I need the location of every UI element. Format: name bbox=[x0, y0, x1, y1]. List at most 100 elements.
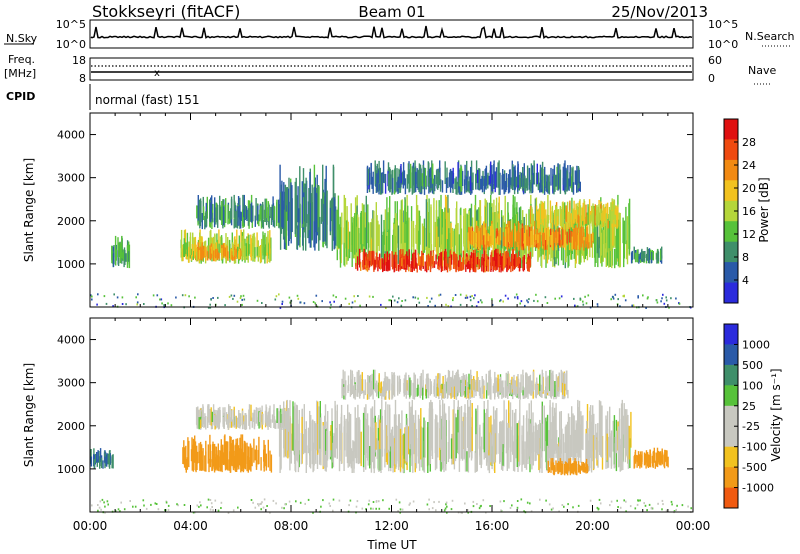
range-gate-cell bbox=[227, 419, 229, 428]
range-gate-cell bbox=[439, 206, 442, 258]
range-gate-cell bbox=[625, 206, 627, 245]
range-gate-cell bbox=[400, 164, 402, 184]
range-gate-cell bbox=[372, 210, 374, 262]
range-gate-cell bbox=[433, 178, 435, 195]
scatter-cell bbox=[157, 508, 160, 511]
range-gate-cell bbox=[499, 378, 502, 392]
range-gate-cell bbox=[470, 160, 473, 184]
scatter-cell bbox=[355, 505, 358, 508]
range-gate-cell bbox=[566, 445, 569, 470]
range-gate-cell bbox=[540, 235, 542, 257]
range-gate-cell bbox=[646, 253, 648, 261]
scatter-cell bbox=[452, 299, 454, 302]
range-gate-cell bbox=[547, 226, 549, 245]
range-gate-cell bbox=[127, 251, 130, 262]
range-gate-cell bbox=[651, 455, 654, 464]
range-gate-cell bbox=[458, 261, 461, 268]
range-gate-cell bbox=[649, 249, 652, 260]
scatter-cell bbox=[526, 501, 529, 504]
colorbar-tick-label: 24 bbox=[742, 159, 756, 172]
range-gate-cell bbox=[395, 213, 397, 252]
range-gate-cell bbox=[357, 385, 359, 397]
range-gate-cell bbox=[472, 379, 474, 391]
range-gate-cell bbox=[250, 238, 252, 261]
scatter-cell bbox=[220, 501, 223, 504]
noise-left-tick-top: 10^5 bbox=[56, 18, 86, 31]
range-gate-cell bbox=[106, 453, 108, 464]
range-gate-cell bbox=[423, 218, 426, 253]
range-gate-cell bbox=[601, 405, 603, 458]
scatter-cell bbox=[670, 500, 673, 503]
range-gate-cell bbox=[371, 251, 373, 267]
scatter-cell bbox=[338, 499, 341, 502]
range-gate-cell bbox=[517, 257, 519, 267]
scatter-cell bbox=[344, 297, 347, 300]
range-gate-cell bbox=[401, 410, 403, 456]
range-gate-cell bbox=[186, 457, 189, 470]
range-gate-cell bbox=[453, 386, 456, 400]
scatter-cell bbox=[252, 501, 254, 504]
range-gate-cell bbox=[547, 215, 550, 224]
range-gate-cell bbox=[453, 433, 456, 470]
range-gate-cell bbox=[408, 176, 410, 193]
range-gate-cell bbox=[602, 205, 604, 228]
range-gate-cell bbox=[475, 449, 478, 472]
range-gate-cell bbox=[665, 451, 668, 462]
range-gate-cell bbox=[285, 410, 287, 458]
scatter-cell bbox=[491, 303, 494, 306]
range-gate-cell bbox=[495, 380, 498, 391]
range-gate-cell bbox=[606, 247, 609, 266]
range-gate-cell bbox=[542, 373, 544, 393]
scatter-cell bbox=[625, 500, 627, 503]
range-gate-cell bbox=[410, 380, 412, 396]
range-gate-cell bbox=[549, 370, 551, 391]
range-gate-cell bbox=[581, 236, 583, 248]
range-gate-cell bbox=[562, 433, 565, 464]
scatter-cell bbox=[106, 500, 109, 503]
range-gate-cell bbox=[558, 387, 560, 397]
range-gate-cell bbox=[294, 408, 296, 463]
range-gate-cell bbox=[308, 188, 310, 231]
scatter-cell bbox=[539, 498, 541, 501]
range-gate-cell bbox=[614, 248, 616, 269]
range-gate-cell bbox=[344, 371, 346, 393]
range-gate-cell bbox=[492, 236, 495, 251]
range-gate-cell bbox=[546, 445, 548, 470]
range-gate-cell bbox=[263, 460, 265, 472]
range-gate-cell bbox=[207, 251, 209, 261]
range-gate-cell bbox=[378, 260, 380, 268]
range-gate-cell bbox=[379, 419, 381, 449]
range-gate-cell bbox=[577, 461, 580, 473]
range-gate-cell bbox=[211, 212, 214, 222]
range-gate-cell bbox=[205, 440, 207, 461]
range-gate-cell bbox=[467, 386, 469, 399]
range-gate-cell bbox=[265, 236, 268, 255]
range-gate-cell bbox=[607, 214, 609, 251]
scatter-cell bbox=[227, 511, 230, 514]
range-gate-cell bbox=[546, 217, 549, 228]
range-gate-cell bbox=[192, 232, 194, 253]
range-gate-cell bbox=[606, 433, 608, 461]
scatter-cell bbox=[609, 504, 611, 507]
scatter-cell bbox=[388, 299, 390, 302]
range-gate-cell bbox=[394, 443, 397, 465]
range-gate-cell bbox=[478, 382, 481, 396]
range-gate-cell bbox=[363, 390, 365, 399]
range-gate-cell bbox=[643, 452, 646, 466]
range-gate-cell bbox=[430, 204, 432, 259]
range-gate-cell bbox=[435, 170, 438, 184]
range-gate-cell bbox=[491, 424, 493, 466]
range-gate-cell bbox=[371, 218, 373, 251]
range-gate-cell bbox=[605, 213, 607, 226]
range-gate-cell bbox=[228, 212, 231, 224]
range-gate-cell bbox=[465, 256, 467, 265]
range-gate-cell bbox=[211, 459, 213, 472]
range-gate-cell bbox=[225, 445, 228, 470]
range-gate-cell bbox=[469, 384, 472, 393]
scatter-cell bbox=[399, 511, 401, 514]
range-gate-cell bbox=[246, 209, 248, 221]
range-gate-cell bbox=[354, 213, 356, 255]
scatter-cell bbox=[623, 295, 625, 298]
scatter-cell bbox=[426, 503, 429, 506]
